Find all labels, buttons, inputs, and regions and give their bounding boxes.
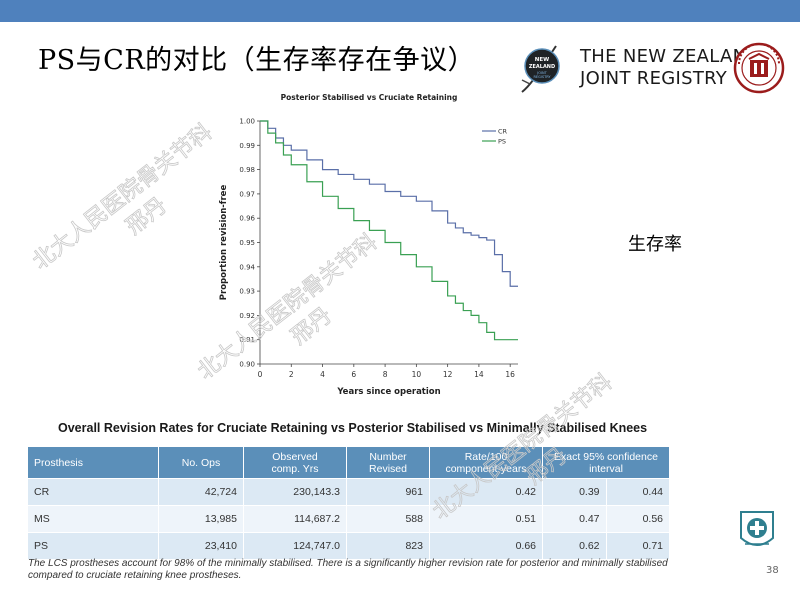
y-axis-label: Proportion revision-free xyxy=(219,185,229,301)
chart-title: Posterior Stabilised vs Cruciate Retaini… xyxy=(281,93,458,102)
y-tick-label: 0.91 xyxy=(239,336,255,344)
cell-ci-low: 0.62 xyxy=(542,532,607,559)
cell-rate: 0.51 xyxy=(429,505,543,533)
table-footnote: The LCS prostheses account for 98% of th… xyxy=(28,558,668,581)
top-accent-bar xyxy=(0,0,800,22)
svg-text:ZEALAND: ZEALAND xyxy=(529,64,555,70)
series-line-cr xyxy=(260,120,518,287)
watermark-line2: 邢丹 xyxy=(122,193,172,240)
y-tick-label: 0.97 xyxy=(239,190,255,198)
y-tick-label: 1.00 xyxy=(239,118,255,126)
watermark-line1: 北大人民医院骨关节科 xyxy=(28,120,217,275)
y-tick-label: 0.96 xyxy=(239,215,255,223)
x-tick-label: 4 xyxy=(320,370,325,379)
header-number-revised-line2: Revised xyxy=(369,462,407,475)
header-prosthesis: Prosthesis xyxy=(28,447,159,479)
x-tick-label: 2 xyxy=(289,370,294,379)
header-ops: No. Ops xyxy=(158,447,244,479)
cell-years: 230,143.3 xyxy=(243,478,347,506)
cell-revised: 823 xyxy=(346,532,430,559)
table-title: Overall Revision Rates for Cruciate Reta… xyxy=(58,421,648,435)
survival-chart-svg: Posterior Stabilised vs Cruciate Retaini… xyxy=(219,93,518,397)
header-observed-years: Observed comp. Yrs xyxy=(243,447,347,479)
cell-rate: 0.42 xyxy=(429,478,543,506)
y-tick-label: 0.92 xyxy=(239,312,255,320)
revision-rates-table: Prosthesis No. Ops Observed comp. Yrs Nu… xyxy=(28,447,670,559)
y-tick-label: 0.99 xyxy=(239,142,255,150)
svg-text:NEW: NEW xyxy=(535,57,549,63)
header-observed-years-line1: Observed xyxy=(272,450,318,463)
cell-years: 124,747.0 xyxy=(243,532,347,559)
header-number-revised: Number Revised xyxy=(346,447,430,479)
y-tick-label: 0.98 xyxy=(239,166,255,174)
header-observed-years-line2: comp. Yrs xyxy=(271,462,319,475)
peking-university-seal-icon xyxy=(733,42,785,94)
cell-ops: 23,410 xyxy=(158,532,244,559)
header-rate: Rate/100 component-years xyxy=(429,447,543,479)
cell-ops: 13,985 xyxy=(158,505,244,533)
series-line-ps xyxy=(260,120,518,341)
y-tick-label: 0.94 xyxy=(239,263,255,271)
nzjr-wordmark: THE NEW ZEALAND JOINT REGISTRY xyxy=(580,46,761,90)
header-number-revised-line1: Number xyxy=(369,450,407,463)
table-row: CR 42,724 230,143.3 961 0.42 0.39 0.44 xyxy=(28,478,670,506)
cell-rate: 0.66 xyxy=(429,532,543,559)
x-tick-label: 10 xyxy=(412,370,422,379)
cell-prosthesis: MS xyxy=(28,505,159,533)
cell-revised: 961 xyxy=(346,478,430,506)
cell-revised: 588 xyxy=(346,505,430,533)
x-tick-label: 14 xyxy=(474,370,484,379)
header-confidence-interval: Exact 95% confidence interval xyxy=(542,447,670,479)
table-row: MS 13,985 114,687.2 588 0.51 0.47 0.56 xyxy=(28,505,670,533)
nzjr-badge-icon: NEW ZEALAND JOINT REGISTRY xyxy=(521,45,560,93)
y-tick-label: 0.95 xyxy=(239,239,255,247)
cell-ci-high: 0.44 xyxy=(606,478,670,506)
x-tick-label: 0 xyxy=(258,370,263,379)
header-rate-line1: Rate/100 xyxy=(464,450,508,463)
table-header-row: Prosthesis No. Ops Observed comp. Yrs Nu… xyxy=(28,447,670,479)
x-tick-label: 12 xyxy=(443,370,453,379)
page-number: 38 xyxy=(766,565,779,576)
table-row: PS 23,410 124,747.0 823 0.66 0.62 0.71 xyxy=(28,532,670,559)
cell-years: 114,687.2 xyxy=(243,505,347,533)
svg-text:REGISTRY: REGISTRY xyxy=(533,75,551,79)
header-ci-line2: interval xyxy=(589,462,623,475)
header-rate-line2: component-years xyxy=(445,462,527,475)
legend-label-cr: CR xyxy=(498,128,508,136)
y-tick-label: 0.93 xyxy=(239,288,255,296)
svg-text:JOINT: JOINT xyxy=(536,71,547,75)
survival-chart: Posterior Stabilised vs Cruciate Retaini… xyxy=(210,86,530,410)
x-tick-label: 8 xyxy=(383,370,388,379)
cell-ops: 42,724 xyxy=(158,478,244,506)
x-axis-label: Years since operation xyxy=(336,387,440,397)
slide-title: PS与CR的对比（生存率存在争议） xyxy=(38,45,476,76)
x-tick-label: 16 xyxy=(505,370,515,379)
cell-prosthesis: PS xyxy=(28,532,159,559)
header-ci-line1: Exact 95% confidence xyxy=(554,450,658,463)
legend-label-ps: PS xyxy=(498,138,506,146)
nzjr-line2: JOINT REGISTRY xyxy=(580,68,728,89)
nzjr-line1: THE NEW ZEALAND xyxy=(580,46,761,67)
cell-prosthesis: CR xyxy=(28,478,159,506)
y-tick-label: 0.90 xyxy=(239,361,255,369)
cell-ci-low: 0.39 xyxy=(542,478,607,506)
cell-ci-high: 0.56 xyxy=(606,505,670,533)
cell-ci-low: 0.47 xyxy=(542,505,607,533)
cell-ci-high: 0.71 xyxy=(606,532,670,559)
survival-rate-label: 生存率 xyxy=(628,234,682,255)
hospital-seal-icon xyxy=(740,511,774,546)
x-tick-label: 6 xyxy=(351,370,356,379)
